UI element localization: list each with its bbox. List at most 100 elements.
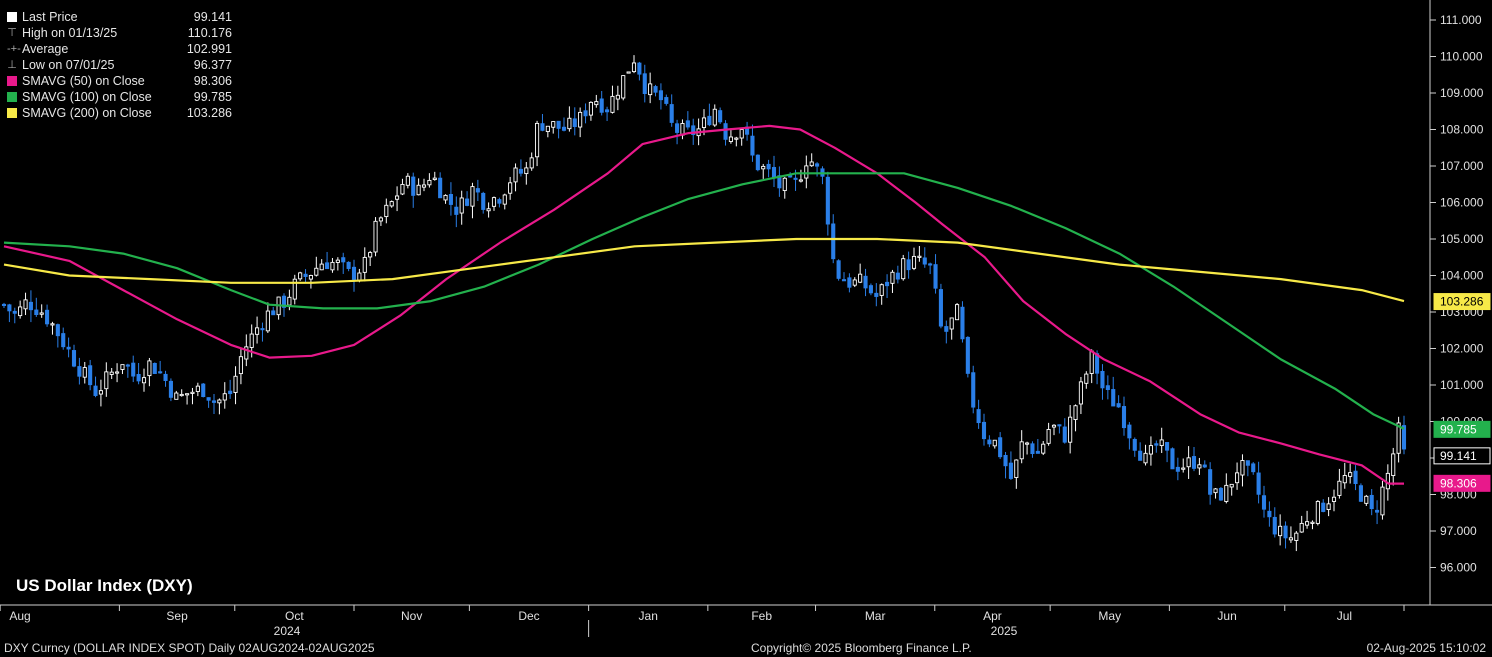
candle-body xyxy=(1014,459,1019,478)
candle-body xyxy=(1041,443,1046,454)
candle-body xyxy=(34,309,39,315)
candle-body xyxy=(141,377,147,384)
candle-body xyxy=(389,201,394,207)
sma200-value-tag-text: 103.286 xyxy=(1440,295,1484,309)
candle-body xyxy=(890,271,895,284)
candle-body xyxy=(588,101,593,116)
candle-body xyxy=(691,125,696,135)
candle-body xyxy=(1261,495,1267,510)
candle-body xyxy=(330,261,335,271)
candle-body xyxy=(109,371,114,375)
candle-body xyxy=(955,304,960,321)
candle-body xyxy=(578,111,583,128)
legend-value: 99.785 xyxy=(193,90,232,104)
candle-body xyxy=(1267,510,1272,518)
candle-body xyxy=(319,263,324,271)
candle-body xyxy=(292,278,297,300)
candle-body xyxy=(12,310,17,314)
candle-body xyxy=(481,192,486,210)
candle-body xyxy=(1310,521,1315,524)
candle-body xyxy=(1358,485,1363,502)
candle-body xyxy=(1116,403,1121,408)
candle-body xyxy=(465,198,470,206)
candle-body xyxy=(448,194,453,205)
candle-body xyxy=(755,154,760,171)
candle-body xyxy=(185,393,190,396)
legend-high: ⊤ High on 01/13/25 110.176 xyxy=(4,25,234,41)
y-tick-label: 106.000 xyxy=(1440,196,1484,210)
candle-body xyxy=(766,163,771,170)
candle-body xyxy=(712,108,717,126)
candle-body xyxy=(906,259,911,271)
candle-body xyxy=(1148,445,1153,455)
candle-body xyxy=(648,83,653,96)
legend-value: 102.991 xyxy=(186,42,232,56)
candle-body xyxy=(55,324,60,337)
candle-body xyxy=(416,184,421,196)
moving-average-line xyxy=(3,124,1404,485)
candle-body xyxy=(368,252,373,258)
candle-body xyxy=(1143,452,1148,464)
candle-body xyxy=(23,299,28,310)
candle-body xyxy=(405,175,410,186)
candle-body xyxy=(928,263,933,266)
candle-body xyxy=(1084,373,1089,384)
candle-body xyxy=(852,279,857,286)
candle-body xyxy=(228,390,233,395)
candle-body xyxy=(1175,466,1180,472)
candle-body xyxy=(217,399,222,404)
candle-body xyxy=(750,135,755,156)
x-tick-label: Jan xyxy=(639,609,658,623)
sma100-value-tag-text: 99.785 xyxy=(1440,422,1477,436)
candle-body xyxy=(373,220,378,253)
candle-body xyxy=(265,310,270,332)
candle-body xyxy=(486,208,491,212)
candle-body xyxy=(1197,464,1202,469)
x-tick-label: Nov xyxy=(401,609,422,623)
candle-body xyxy=(701,117,707,128)
candle-body xyxy=(400,183,405,195)
candle-body xyxy=(303,273,308,277)
candle-body xyxy=(1121,406,1127,429)
candle-body xyxy=(1331,496,1337,502)
candle-body xyxy=(174,392,179,400)
candle-body xyxy=(206,397,211,401)
chart-title: US Dollar Index (DXY) xyxy=(16,576,193,595)
candle-body xyxy=(201,383,206,397)
candle-body xyxy=(911,255,917,269)
candle-body xyxy=(599,98,604,113)
candle-body xyxy=(583,110,588,117)
candle-body xyxy=(513,167,518,183)
legend-label: High on 01/13/25 xyxy=(22,26,118,40)
legend-value: 98.306 xyxy=(193,74,232,88)
candle-body xyxy=(104,371,109,390)
candle-body xyxy=(50,323,55,326)
candle-body xyxy=(233,375,238,393)
sma200-swatch xyxy=(7,108,17,118)
candle-body xyxy=(1068,416,1073,443)
candle-body xyxy=(1186,457,1191,468)
legend-sma50: SMAVG (50) on Close 98.306 xyxy=(4,73,234,89)
candle-body xyxy=(98,390,103,395)
candle-body xyxy=(1181,467,1186,470)
y-tick-label: 110.000 xyxy=(1440,50,1483,64)
legend-value: 99.141 xyxy=(193,10,232,24)
x-tick-label: May xyxy=(1098,609,1121,623)
candle-body xyxy=(244,346,249,360)
candle-body xyxy=(1380,486,1385,516)
candle-body xyxy=(298,272,303,280)
candle-body xyxy=(868,285,873,294)
candle-body xyxy=(653,86,658,93)
candle-body xyxy=(637,62,642,75)
legend-sma100: SMAVG (100) on Close 99.785 xyxy=(4,89,234,105)
candle-body xyxy=(529,157,534,169)
candle-body xyxy=(470,186,475,207)
candle-body xyxy=(491,197,497,207)
candle-body xyxy=(1278,525,1283,537)
candle-body xyxy=(497,199,502,204)
candle-body xyxy=(163,373,168,381)
candle-body xyxy=(1030,443,1035,455)
candle-body xyxy=(152,362,157,374)
candle-body xyxy=(642,73,647,95)
candle-body xyxy=(1003,455,1008,467)
